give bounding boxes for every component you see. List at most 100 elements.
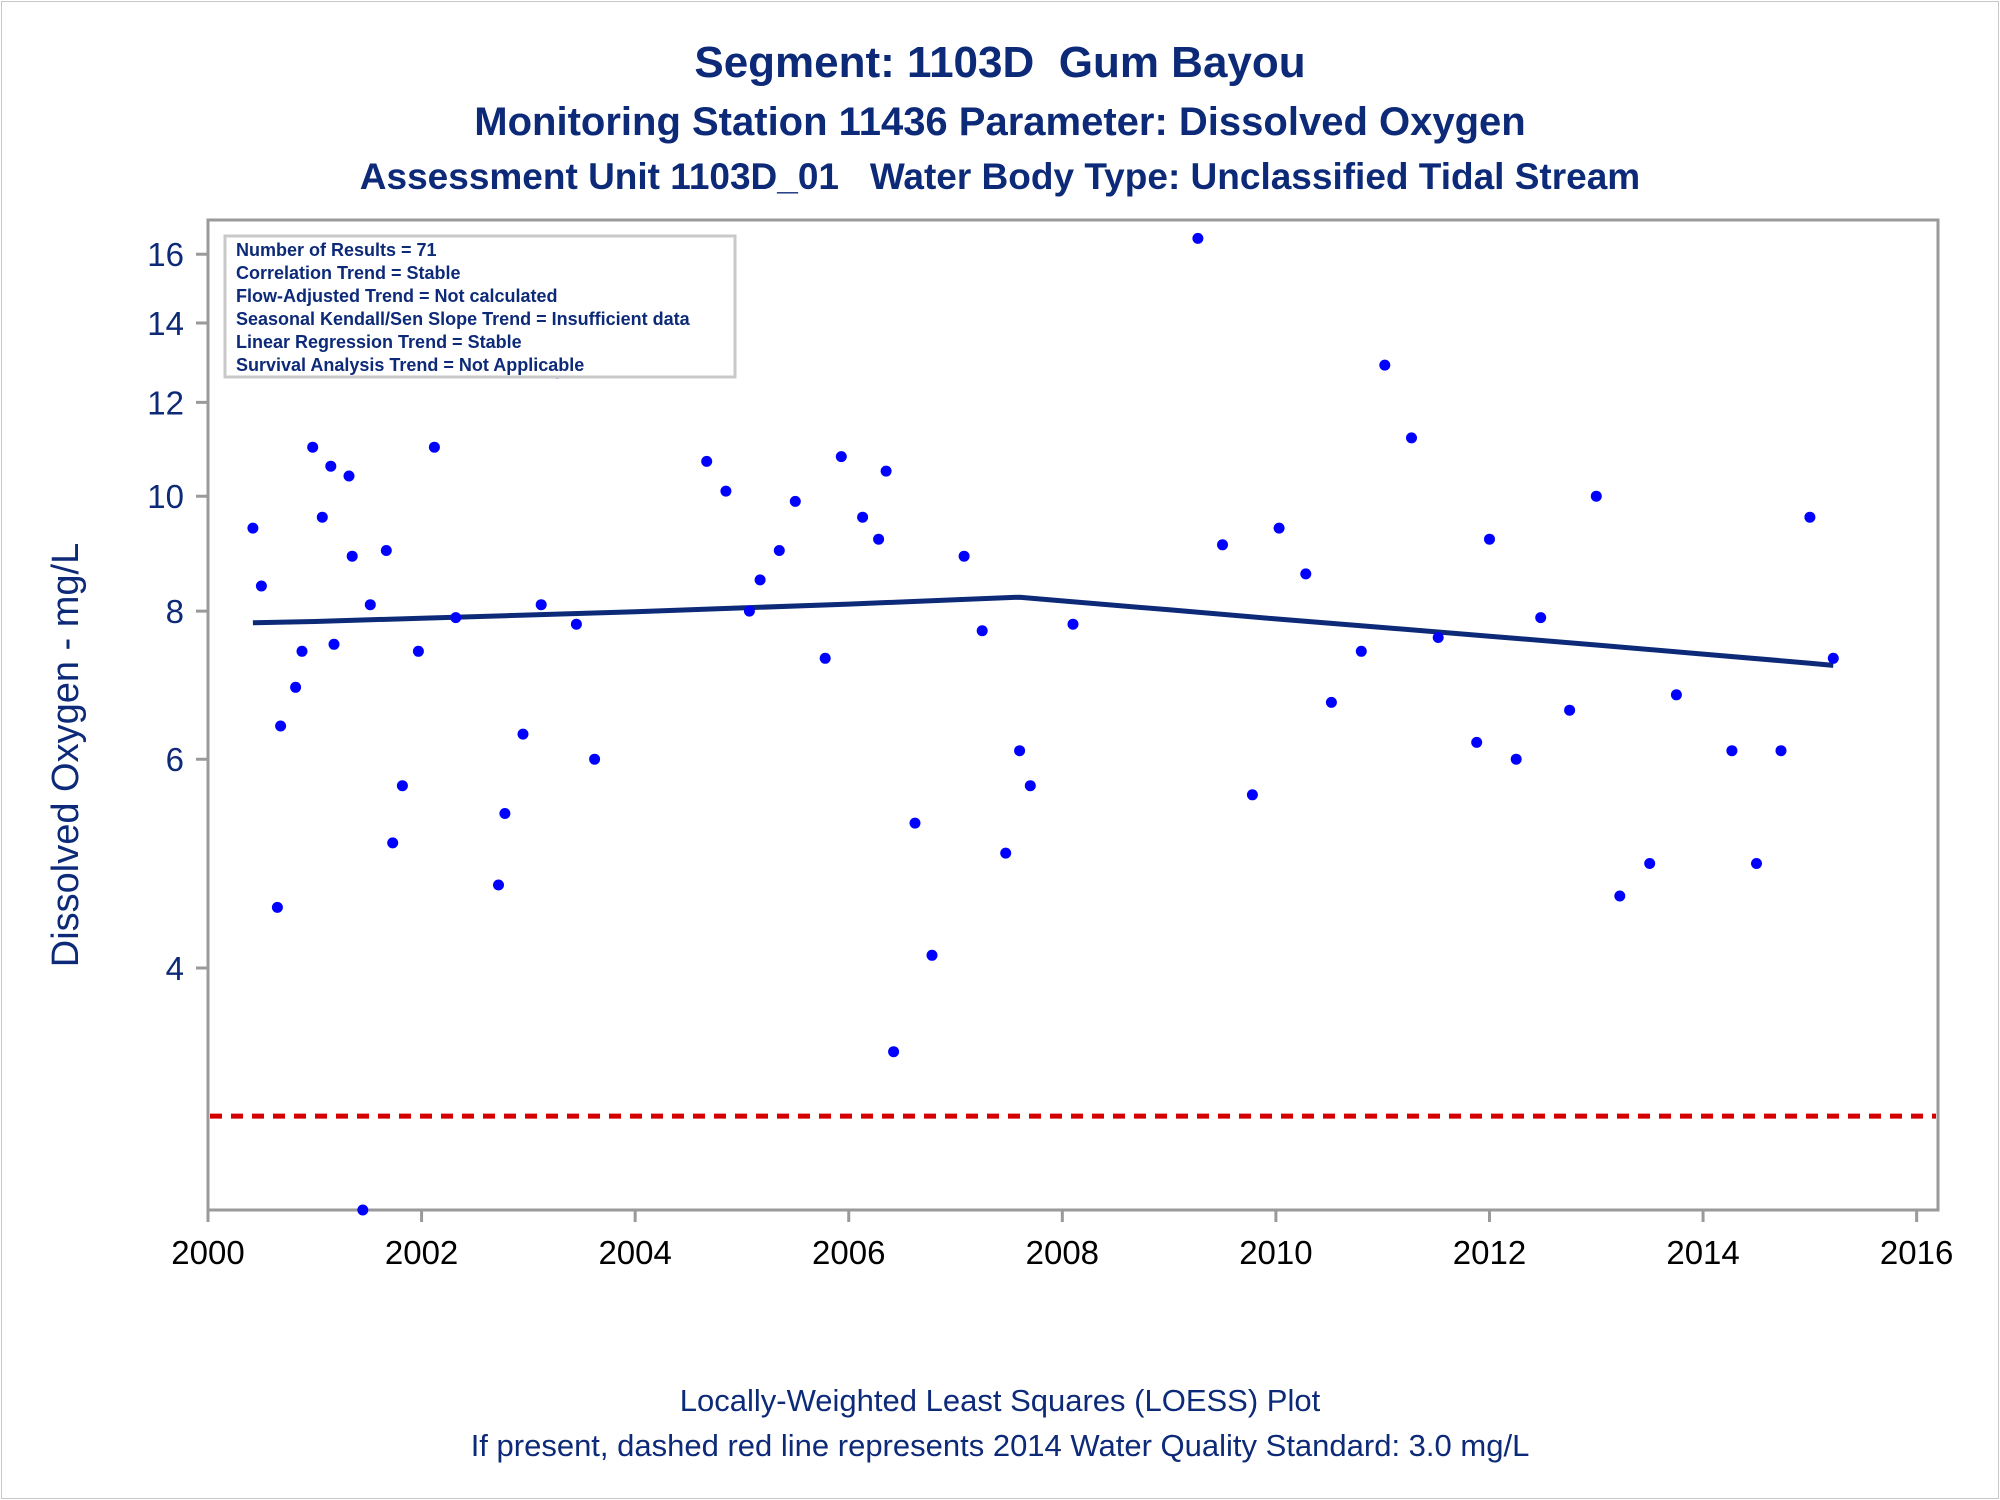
data-point: [343, 470, 355, 482]
y-tick: 14: [147, 305, 208, 342]
data-point: [517, 728, 529, 740]
y-tick-label: 6: [166, 741, 184, 778]
info-box-line: Linear Regression Trend = Stable: [236, 332, 522, 352]
data-point: [789, 495, 801, 507]
x-tick-label: 2000: [171, 1234, 244, 1271]
y-tick: 10: [147, 478, 208, 515]
info-box-line: Survival Analysis Trend = Not Applicable: [236, 355, 584, 375]
chart-subtitle-station: Monitoring Station 11436 Parameter: Diss…: [474, 100, 1526, 144]
chart-subtitle-assessment: Assessment Unit 1103D_01 Water Body Type…: [359, 156, 1641, 197]
data-point: [1024, 780, 1036, 792]
data-point: [1590, 490, 1602, 502]
info-box-border: [223, 234, 737, 379]
x-tick: 2016: [1880, 1210, 1953, 1271]
data-point: [819, 652, 831, 664]
y-tick: 12: [147, 384, 208, 421]
data-point: [1471, 736, 1483, 748]
data-point: [275, 720, 287, 732]
y-tick-label: 8: [166, 593, 184, 630]
data-point: [499, 808, 511, 819]
data-point: [493, 879, 504, 891]
data-point: [346, 550, 358, 562]
data-point: [1751, 858, 1762, 869]
y-tick: 8: [166, 593, 208, 630]
data-point: [1000, 847, 1012, 859]
data-point: [290, 681, 302, 693]
y-tick-label: 10: [147, 478, 184, 515]
x-tick: 2002: [385, 1210, 458, 1271]
data-point: [1379, 359, 1391, 371]
data-point: [880, 465, 892, 477]
x-tick-label: 2006: [812, 1234, 885, 1271]
info-box-line: Seasonal Kendall/Sen Slope Trend = Insuf…: [236, 309, 691, 329]
data-point: [1406, 432, 1417, 444]
data-point: [307, 441, 319, 453]
data-point: [754, 574, 766, 586]
data-point: [701, 455, 713, 467]
data-point: [1670, 689, 1682, 701]
data-point: [720, 485, 732, 497]
data-point: [1775, 745, 1787, 757]
data-point: [1246, 789, 1258, 801]
data-point: [1325, 696, 1337, 708]
x-tick-label: 2004: [598, 1234, 671, 1271]
data-point: [1804, 511, 1816, 523]
data-point: [1564, 704, 1576, 716]
x-tick-label: 2012: [1453, 1234, 1526, 1271]
footnote-standard: If present, dashed red line represents 2…: [470, 1428, 1530, 1463]
y-tick: 6: [166, 741, 208, 778]
data-point: [1273, 522, 1285, 534]
data-point: [328, 638, 340, 650]
x-tick-label: 2008: [1026, 1234, 1099, 1271]
data-point: [271, 901, 283, 913]
info-box: Number of Results = 71 Correlation Trend …: [223, 234, 737, 379]
y-tick-label: 12: [147, 384, 184, 421]
data-point: [255, 580, 267, 592]
loess-curve: [252, 594, 1834, 668]
data-point: [1726, 745, 1738, 757]
y-tick: 16: [147, 236, 208, 273]
data-point: [364, 599, 376, 611]
data-point: [535, 599, 547, 611]
data-point: [428, 441, 440, 453]
info-box-line: Flow-Adjusted Trend = Not calculated: [236, 286, 558, 306]
x-tick: 2000: [171, 1210, 245, 1271]
data-point: [909, 817, 921, 829]
x-tick: 2006: [812, 1210, 885, 1271]
info-box-line: Number of Results = 71: [236, 240, 437, 260]
data-point: [450, 612, 462, 624]
plot-border: [206, 218, 1940, 1212]
footnote-loess: Locally-Weighted Least Squares (LOESS) P…: [679, 1383, 1321, 1418]
data-point: [325, 460, 337, 472]
y-axis-label: Dissolved Oxygen - mg/L: [45, 543, 87, 968]
x-tick-label: 2002: [385, 1234, 458, 1271]
data-point: [743, 605, 755, 617]
data-point: [976, 625, 988, 637]
x-tick: 2012: [1453, 1210, 1526, 1271]
x-tick: 2014: [1666, 1210, 1740, 1271]
data-point: [835, 451, 847, 463]
y-axis: 4 6 8 10 12 14 16: [147, 236, 208, 987]
plot-area: [206, 218, 1940, 1212]
data-point: [873, 533, 885, 545]
data-point: [888, 1046, 900, 1058]
x-tick: 2010: [1239, 1210, 1313, 1271]
data-point: [396, 780, 408, 792]
data-point: [1484, 533, 1495, 545]
data-point: [958, 550, 970, 562]
data-point: [1067, 618, 1079, 630]
data-point: [857, 511, 869, 523]
data-point: [1510, 753, 1522, 765]
x-tick: 2004: [598, 1210, 672, 1271]
data-point: [357, 1204, 369, 1216]
x-tick-label: 2014: [1666, 1234, 1739, 1271]
x-tick-label: 2016: [1880, 1234, 1953, 1271]
data-point: [1014, 745, 1026, 757]
data-point: [387, 837, 399, 849]
data-point: [247, 522, 259, 534]
y-tick-label: 16: [147, 236, 184, 273]
data-point: [1300, 568, 1312, 580]
y-tick-label: 4: [166, 950, 184, 987]
points-layer: [247, 232, 1839, 1216]
